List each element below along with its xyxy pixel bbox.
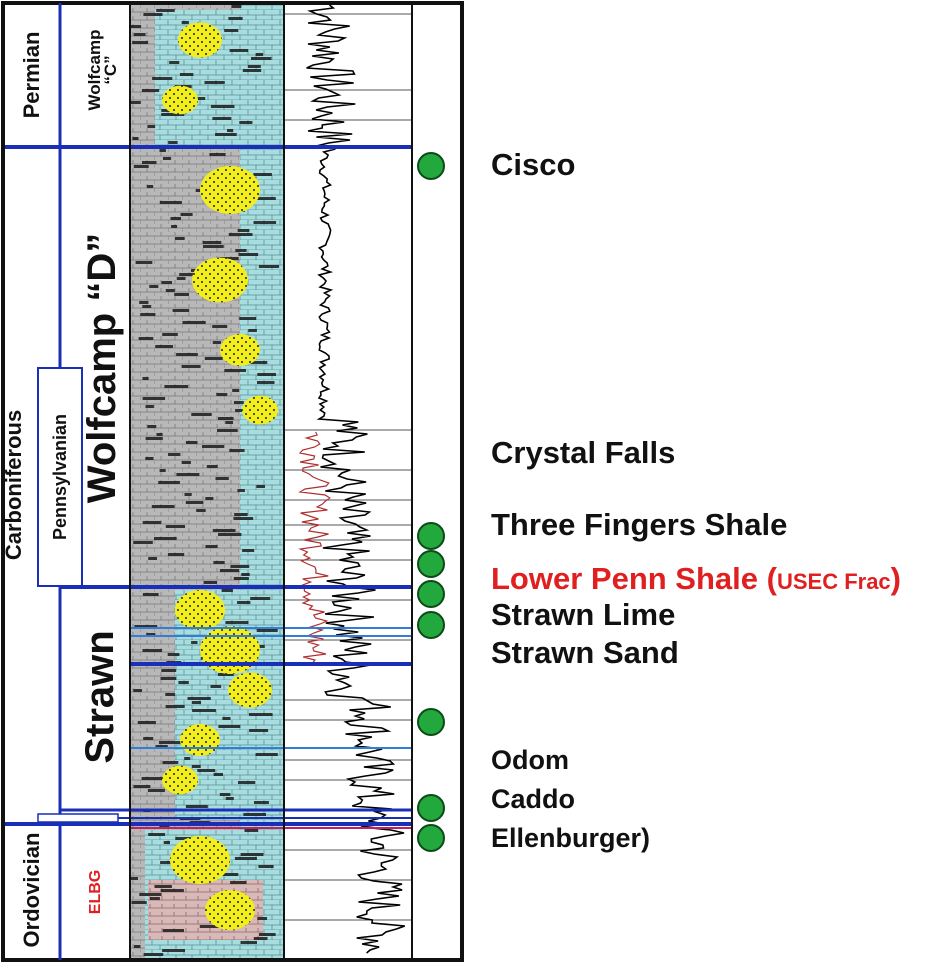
system-label-permian: Permian (19, 32, 44, 119)
sub-system-label-pennsylvanian: Pennsylvanian (50, 414, 70, 540)
formation-label-ellenburger: Ellenburger) (491, 823, 651, 853)
system-label-carboniferous: Carboniferous (1, 410, 26, 560)
log-zone-lines (284, 13, 412, 921)
formation-boundaries (5, 145, 412, 829)
marker-ellenburger (417, 824, 445, 852)
formation-label-strawn-sand: Strawn Sand (491, 635, 679, 670)
usec-frac-note: USEC Frac (776, 569, 891, 594)
formation-label-caddo: Caddo (491, 784, 575, 814)
formation-label-three-fingers-shale: Three Fingers Shale (491, 507, 788, 542)
red-log-curve (298, 431, 331, 664)
formation-label-odom: Odom (491, 745, 569, 775)
lithology-sand-bodies (162, 22, 278, 930)
unit-label-wolfcamp-c-suffix: “C” (101, 55, 120, 84)
unit-label-elbg: ELBG (87, 870, 104, 914)
marker-strawn-sand (417, 611, 445, 639)
marker-strawn-lime (417, 580, 445, 608)
marker-lower-penn-shale (417, 550, 445, 578)
marker-three-fingers-shale (417, 522, 445, 550)
lower-penn-shale-name: Lower Penn Shale ( (491, 561, 777, 596)
unit-label-strawn: Strawn (78, 630, 122, 763)
system-label-ordovician: Ordovician (19, 833, 44, 948)
marker-cisco (417, 152, 445, 180)
formation-label-cisco: Cisco (491, 147, 576, 182)
formation-label-strawn-lime: Strawn Lime (491, 597, 676, 632)
formation-markers (417, 152, 445, 852)
unit-label-wolfcamp-d: Wolfcamp “D” (80, 233, 124, 503)
marker-odom (417, 708, 445, 736)
pennsylvanian-box (37, 367, 83, 587)
formation-label-lower-penn-shale: Lower Penn Shale (USEC Frac) (491, 563, 901, 594)
black-log-curve (306, 4, 406, 954)
marker-caddo (417, 794, 445, 822)
column-frame (1, 1, 464, 962)
unit-label-wolfcamp-c-name: Wolfcamp (85, 30, 104, 111)
lower-penn-shale-close: ) (890, 561, 901, 596)
formation-label-crystal-falls: Crystal Falls (491, 435, 676, 470)
well-log-track (284, 3, 412, 958)
